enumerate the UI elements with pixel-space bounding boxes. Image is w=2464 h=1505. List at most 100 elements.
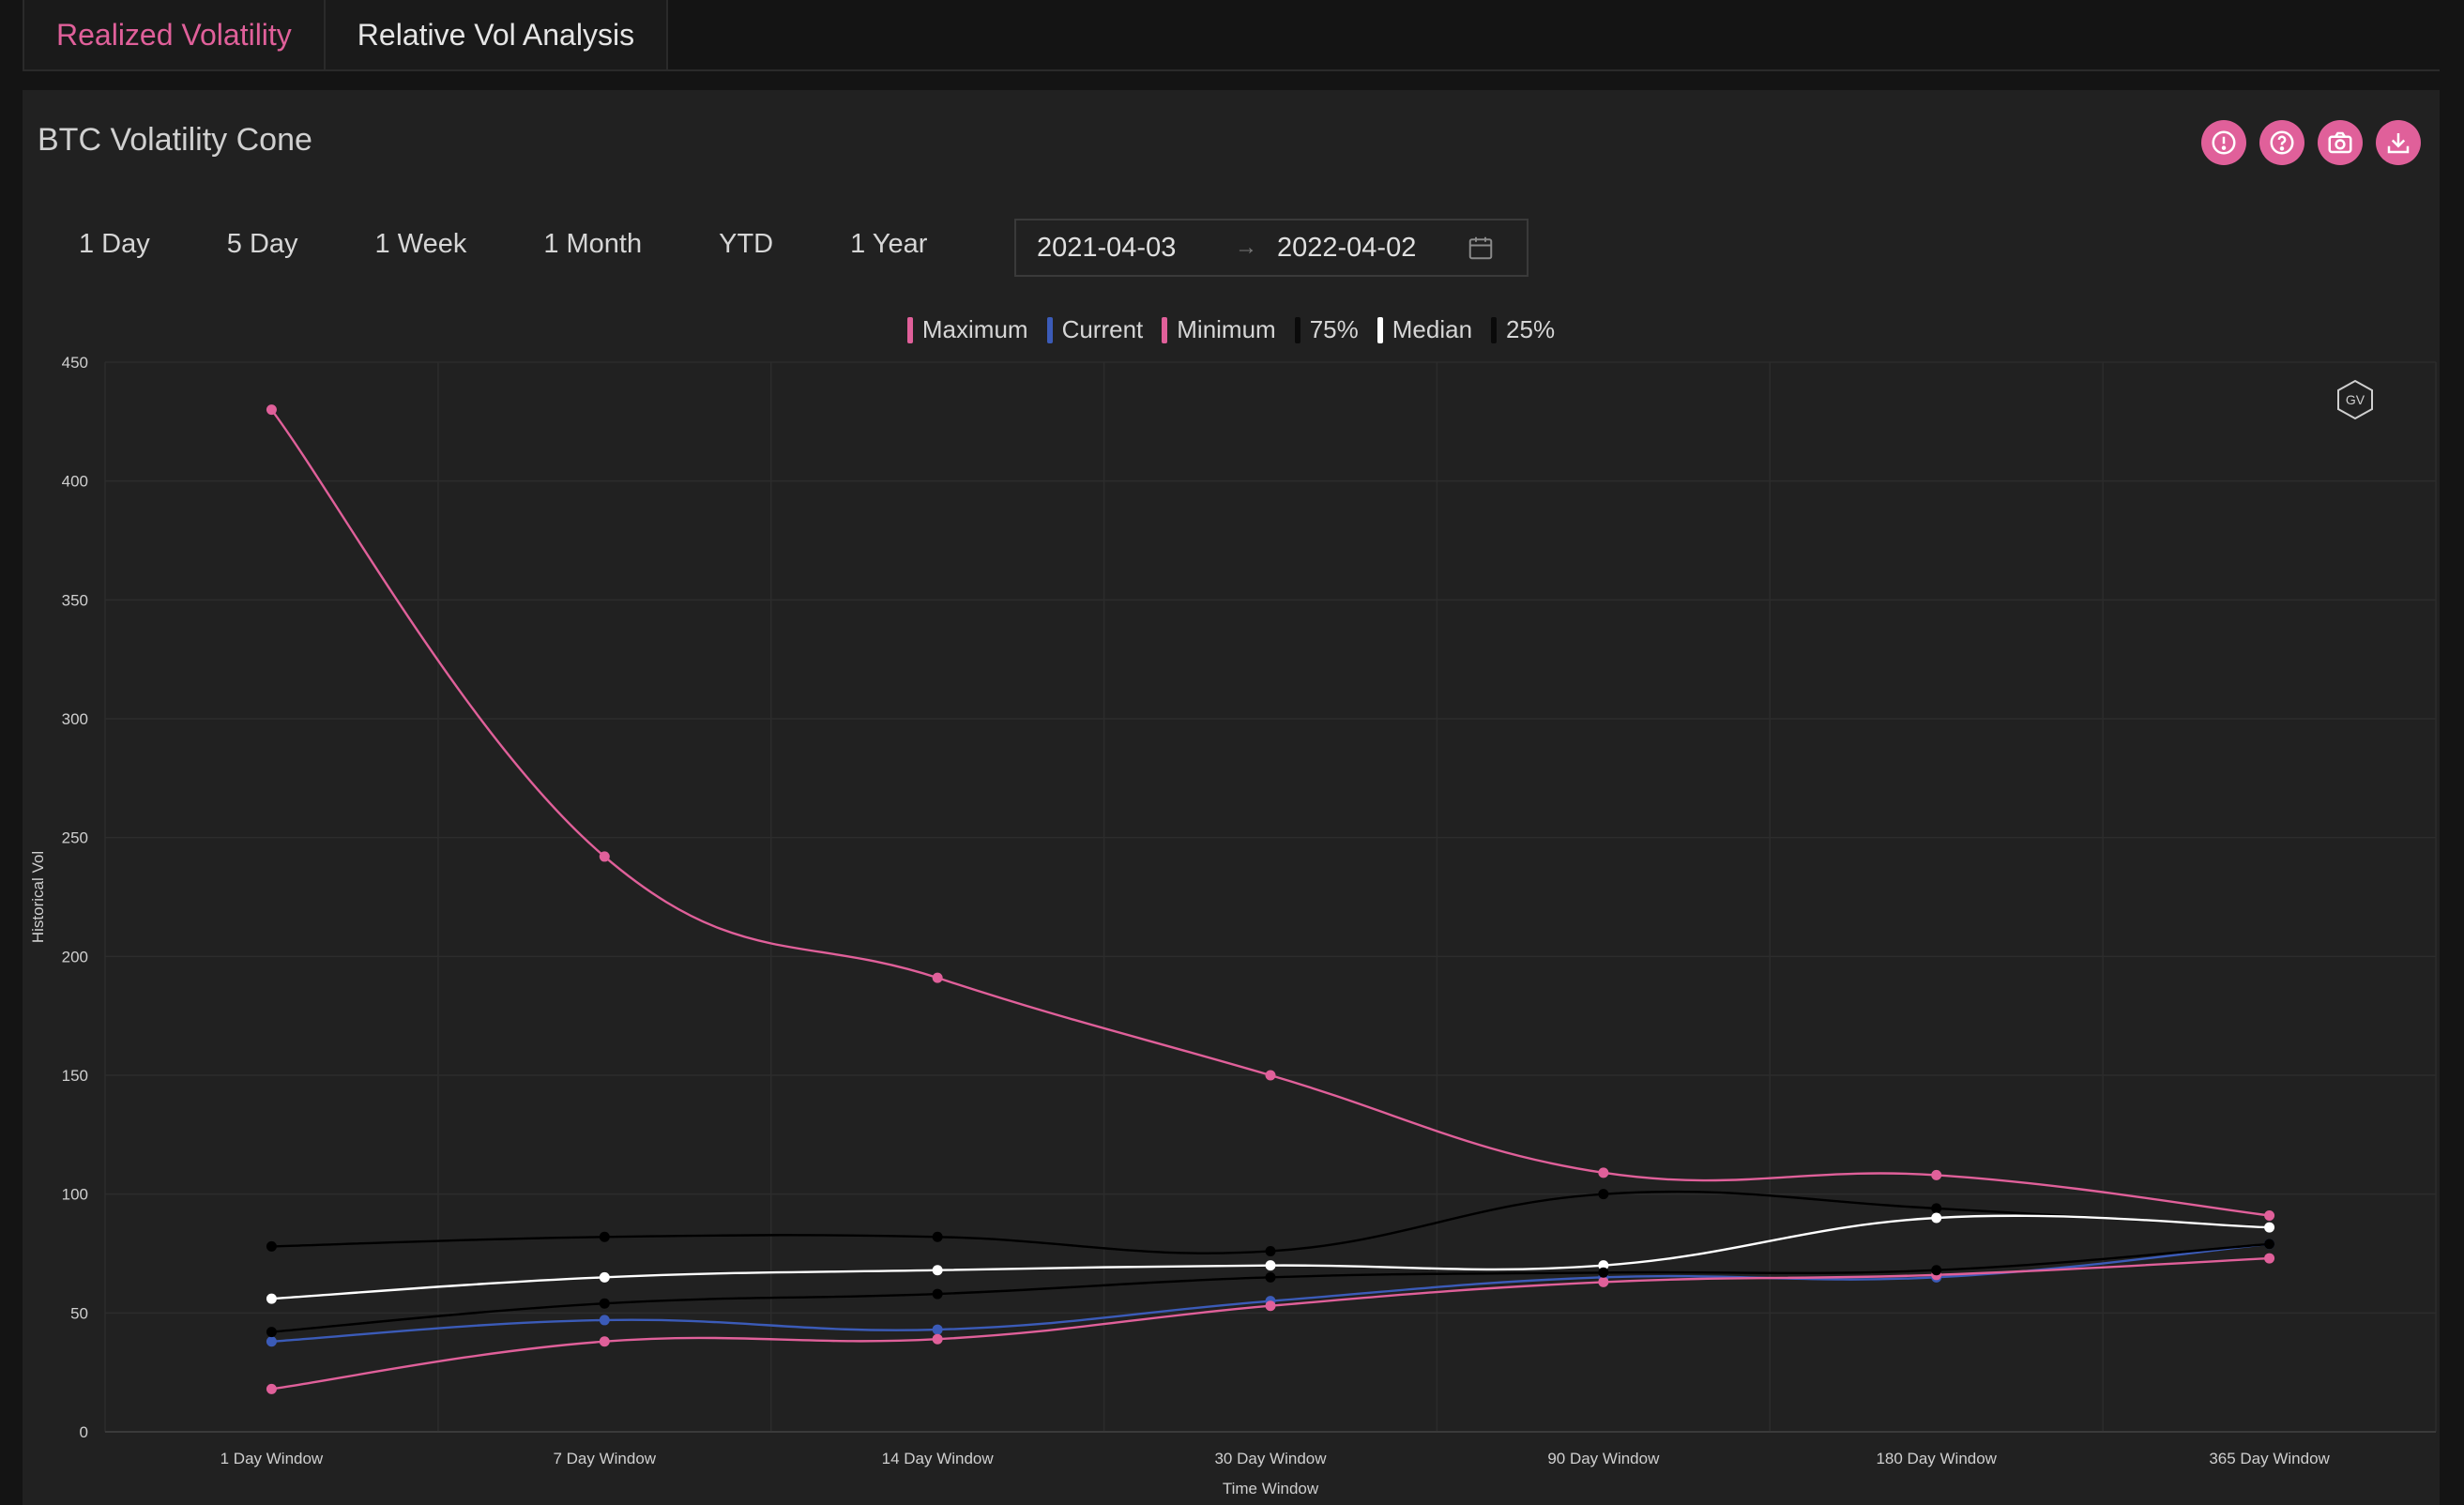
legend-swatch [1046,316,1053,343]
x-axis-title: Time Window [1223,1480,1319,1497]
tab-bar: Realized Volatility Relative Vol Analysi… [23,0,2440,71]
y-tick-label: 250 [62,829,88,847]
legend-item-median[interactable]: Median [1376,315,1473,344]
data-point-75pct [1931,1203,1942,1214]
series-line-maximum [270,408,2270,1217]
data-point-median [599,1271,610,1283]
data-point-minimum [599,1336,610,1347]
legend-item-75pct[interactable]: 75% [1294,315,1359,344]
period-1-year[interactable]: 1 Year [850,229,928,259]
legend-label: 25% [1506,315,1556,343]
data-point-minimum [2264,1253,2275,1264]
tab-realized-volatility[interactable]: Realized Volatility [23,0,326,69]
volatility-cone-chart: 0 50 100 150 200 250 300 350 400 450 1 Day Window 7… [29,354,2437,1497]
y-tick-label: 200 [62,948,88,965]
y-tick-label: 300 [62,710,88,728]
data-point-median [1598,1260,1609,1271]
data-point-median [2264,1222,2275,1233]
x-tick-label: 30 Day Window [1214,1450,1327,1467]
y-tick-label: 0 [80,1423,88,1441]
data-point-current [266,1336,277,1347]
series-line-current [271,1242,2270,1343]
data-point-current [932,1324,943,1335]
download-icon[interactable] [2376,120,2421,165]
data-point-25pct [1598,1267,1609,1278]
legend-swatch [1376,316,1383,343]
x-tick-label: 365 Day Window [2209,1450,2330,1467]
data-point-25pct [599,1298,610,1309]
legend-label: Median [1392,315,1473,343]
data-point-minimum [1598,1276,1609,1287]
data-point-minimum [1265,1300,1276,1312]
card-title: BTC Volatility Cone [38,122,312,158]
series-line-median [271,1214,2270,1300]
series-line-25pct [271,1242,2270,1333]
period-1-day[interactable]: 1 Day [79,229,150,259]
tab-relative-vol-analysis[interactable]: Relative Vol Analysis [325,0,669,69]
legend-item-maximum[interactable]: Maximum [906,315,1028,344]
chart-legend: Maximum Current Minimum 75% Median 25% [23,315,2440,344]
data-point-median [266,1293,277,1304]
period-5-day[interactable]: 5 Day [226,229,298,259]
data-point-maximum [599,851,610,862]
date-end-input[interactable]: 2022-04-02 [1277,232,1417,263]
data-point-25pct [266,1327,277,1338]
data-point-25pct [1265,1271,1276,1283]
data-point-minimum [266,1383,277,1394]
svg-text:GV: GV [2346,392,2365,407]
data-point-median [932,1265,943,1276]
data-point-75pct [932,1231,943,1242]
data-point-median [1265,1260,1276,1271]
data-point-maximum [2264,1209,2275,1221]
y-axis-title: Historical Vol [29,851,47,943]
legend-label: 75% [1309,315,1359,343]
date-separator: → [1235,235,1257,260]
x-tick-label: 7 Day Window [553,1450,656,1467]
legend-label: Maximum [921,315,1028,343]
data-point-75pct [1598,1189,1609,1200]
card-toolbar [2201,120,2421,165]
legend-swatch [1294,316,1300,343]
data-point-median [1931,1212,1942,1224]
alert-icon[interactable] [2201,120,2246,165]
data-point-maximum [266,404,277,416]
period-1-month[interactable]: 1 Month [543,229,643,259]
data-point-25pct [1931,1265,1942,1276]
data-point-25pct [2264,1239,2275,1250]
data-point-maximum [1931,1169,1942,1180]
help-icon[interactable] [2259,120,2304,165]
data-point-75pct [1265,1245,1276,1256]
data-point-maximum [932,972,943,983]
period-1-week[interactable]: 1 Week [374,229,467,259]
data-point-current [599,1315,610,1326]
data-point-maximum [1265,1070,1276,1081]
date-range-picker[interactable]: 2021-04-03 → 2022-04-02 [1014,219,1529,277]
data-point-75pct [599,1231,610,1242]
data-point-maximum [1598,1167,1609,1178]
series-line-75pct [271,1190,2270,1254]
legend-swatch [1162,316,1168,343]
calendar-icon[interactable] [1467,234,1495,262]
x-tick-label: 180 Day Window [1876,1450,1997,1467]
legend-item-current[interactable]: Current [1046,315,1144,344]
x-tick-label: 1 Day Window [221,1450,324,1467]
y-tick-label: 150 [62,1067,88,1085]
chart-card: BTC Volatility Cone 1 Day 5 Day 1 Week 1… [23,90,2440,1505]
legend-item-minimum[interactable]: Minimum [1162,315,1276,344]
period-selector: 1 Day 5 Day 1 Week 1 Month YTD 1 Year [79,229,1004,260]
date-start-input[interactable]: 2021-04-03 [1037,232,1177,263]
legend-swatch [906,316,913,343]
legend-label: Minimum [1177,315,1276,343]
legend-item-25pct[interactable]: 25% [1491,315,1555,344]
y-tick-label: 100 [62,1186,88,1204]
legend-swatch [1491,316,1498,343]
data-point-75pct [266,1240,277,1252]
legend-label: Current [1061,315,1144,343]
y-tick-label: 400 [62,473,88,491]
y-tick-label: 50 [70,1304,88,1322]
x-tick-label: 14 Day Window [882,1450,995,1467]
camera-icon[interactable] [2318,120,2363,165]
period-ytd[interactable]: YTD [719,229,774,259]
data-point-25pct [932,1288,943,1300]
